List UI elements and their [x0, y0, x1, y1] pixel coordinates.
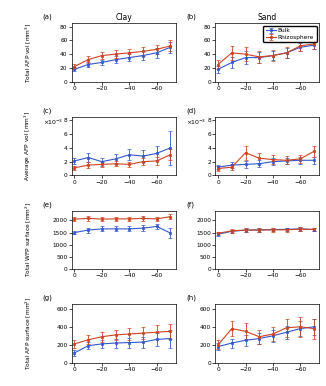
Title: Clay: Clay — [115, 14, 132, 22]
Text: $\times\!10^{-3}$: $\times\!10^{-3}$ — [43, 118, 63, 127]
Text: $\times\!10^{-3}$: $\times\!10^{-3}$ — [186, 118, 206, 127]
Text: (f): (f) — [186, 201, 194, 208]
Text: (d): (d) — [186, 107, 196, 114]
Y-axis label: Total AFP vol [mm$^3$]: Total AFP vol [mm$^3$] — [23, 22, 33, 83]
Text: (g): (g) — [43, 295, 52, 301]
Y-axis label: Total AFP surface [mm$^2$]: Total AFP surface [mm$^2$] — [23, 297, 33, 370]
Text: (c): (c) — [43, 107, 52, 114]
Text: (b): (b) — [186, 14, 196, 20]
Legend: Bulk, Rhizosphere: Bulk, Rhizosphere — [263, 26, 317, 42]
Text: (h): (h) — [186, 295, 196, 301]
Y-axis label: Average AFP vol [mm$^3$]: Average AFP vol [mm$^3$] — [23, 111, 33, 181]
Y-axis label: Total WFP surface [mm$^2$]: Total WFP surface [mm$^2$] — [23, 202, 33, 278]
Text: (a): (a) — [43, 14, 52, 20]
Title: Sand: Sand — [258, 14, 277, 22]
Text: (e): (e) — [43, 201, 52, 208]
